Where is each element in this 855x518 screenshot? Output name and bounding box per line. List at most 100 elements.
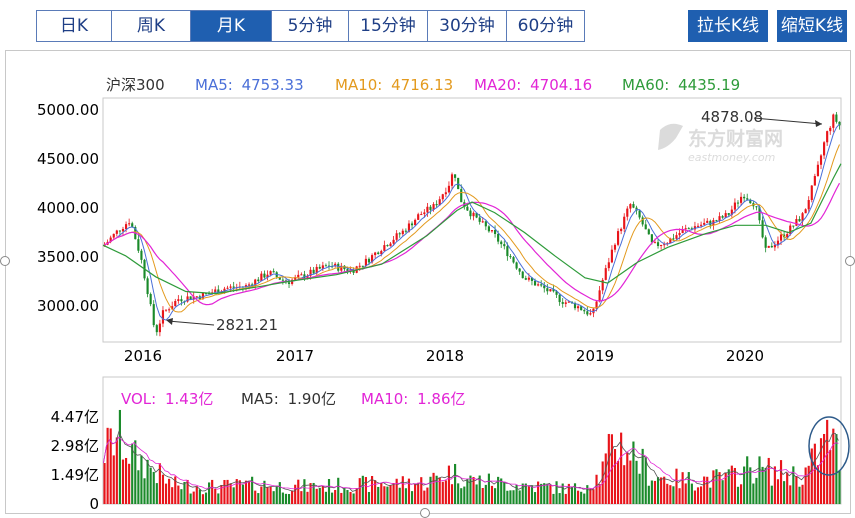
volume-bar xyxy=(613,449,617,504)
candle-body xyxy=(515,262,518,269)
candle-body xyxy=(675,235,678,239)
tab-30min[interactable]: 30分钟 xyxy=(428,11,507,41)
tab-week-k[interactable]: 周K xyxy=(112,11,191,41)
watermark: 东方财富网 eastmoney.com xyxy=(658,123,783,164)
candle-body xyxy=(653,242,657,244)
period-tabs: 日K 周K 月K 5分钟 15分钟 30分钟 60分钟 xyxy=(36,10,585,42)
volume-bar xyxy=(826,419,829,504)
volume-bar xyxy=(696,487,700,504)
candle-body xyxy=(454,174,457,178)
volume-bar xyxy=(380,483,383,504)
tab-5min[interactable]: 5分钟 xyxy=(272,11,349,41)
legend-vol-ma10: MA10: 1.86亿 xyxy=(361,390,466,408)
candle-body xyxy=(832,114,835,128)
volume-bar xyxy=(543,483,546,504)
shrink-kline-button[interactable]: 缩短K线 xyxy=(777,10,847,42)
legend-index-name: 沪深300 xyxy=(106,76,165,94)
candle-body xyxy=(417,214,420,220)
volume-bar xyxy=(297,479,300,504)
candle-body xyxy=(620,228,623,232)
resize-handle-left[interactable] xyxy=(0,256,10,266)
volume-bar xyxy=(650,480,653,504)
x-tick: 2020 xyxy=(726,347,764,365)
candle-body xyxy=(306,275,309,279)
candle-body xyxy=(481,221,484,223)
volume-bar xyxy=(835,434,838,504)
candle-body xyxy=(518,268,521,272)
volume-bar xyxy=(269,486,272,504)
candle-body xyxy=(552,289,555,292)
candle-body xyxy=(374,252,377,256)
candle-body xyxy=(121,229,125,232)
ma10-line xyxy=(104,144,840,313)
tab-month-k[interactable]: 月K xyxy=(191,11,272,41)
volume-bar xyxy=(300,491,303,504)
volume-bar xyxy=(374,480,377,504)
volume-bar xyxy=(410,491,414,504)
candle-body xyxy=(561,302,564,304)
volume-y-tick: 2.98亿 xyxy=(51,437,99,455)
tab-day-k[interactable]: 日K xyxy=(37,11,112,41)
volume-bar xyxy=(647,485,650,504)
volume-bar xyxy=(395,478,398,504)
candle-body xyxy=(272,271,275,273)
volume-bar xyxy=(429,476,432,504)
volume-bar xyxy=(103,462,106,504)
tab-15min[interactable]: 15分钟 xyxy=(349,11,428,41)
volume-bar xyxy=(641,448,644,504)
volume-bar xyxy=(115,437,118,504)
volume-bar xyxy=(432,472,435,504)
candle-body xyxy=(779,234,783,241)
volume-bar xyxy=(303,479,306,504)
candle-body xyxy=(131,223,134,227)
candle-body xyxy=(641,217,644,225)
volume-bar xyxy=(131,443,134,504)
watermark-cn: 东方财富网 xyxy=(688,127,783,150)
volume-bar xyxy=(469,475,472,504)
candle-body xyxy=(823,142,826,156)
candle-body xyxy=(420,214,423,216)
x-tick: 2017 xyxy=(276,347,314,365)
candle-body xyxy=(201,292,205,300)
candle-body xyxy=(604,268,607,280)
candle-body xyxy=(758,207,761,221)
candle-body xyxy=(124,224,128,230)
volume-bar xyxy=(164,483,168,504)
tab-60min[interactable]: 60分钟 xyxy=(507,11,584,41)
candle-body xyxy=(171,306,174,310)
candle-body xyxy=(549,289,552,292)
candle-body xyxy=(835,114,838,122)
volume-bar xyxy=(684,483,687,504)
price-y-tick: 4500.00 xyxy=(37,150,99,168)
volume-bar xyxy=(109,428,112,504)
stretch-kline-button[interactable]: 拉长K线 xyxy=(688,10,768,42)
volume-bar xyxy=(770,485,773,504)
volume-bar xyxy=(337,477,340,504)
volume-bar xyxy=(208,482,211,504)
candle-body xyxy=(401,230,404,235)
candle-body xyxy=(696,225,700,227)
candle-body xyxy=(303,274,306,279)
volume-bar xyxy=(764,467,767,504)
volume-bar xyxy=(484,484,487,504)
volume-bar xyxy=(478,475,481,504)
ma20-line xyxy=(104,182,841,306)
volume-bar xyxy=(598,484,601,504)
candle-body xyxy=(616,231,620,245)
candle-body xyxy=(656,242,660,246)
candle-body xyxy=(709,220,712,226)
candle-body xyxy=(700,224,703,226)
candle-body xyxy=(497,233,500,242)
volume-bar xyxy=(254,490,257,504)
volume-bar xyxy=(463,486,466,504)
candle-body xyxy=(226,287,229,289)
candle-body xyxy=(426,206,429,213)
volume-bar xyxy=(776,479,780,504)
candle-body xyxy=(469,210,472,217)
candle-body xyxy=(746,198,749,200)
candle-body xyxy=(260,273,263,282)
price-y-axis: 5000.00 4500.00 4000.00 3500.00 3000.00 xyxy=(37,101,99,315)
volume-bar xyxy=(533,492,537,504)
volume-bar xyxy=(260,486,263,504)
candle-body xyxy=(601,279,604,291)
